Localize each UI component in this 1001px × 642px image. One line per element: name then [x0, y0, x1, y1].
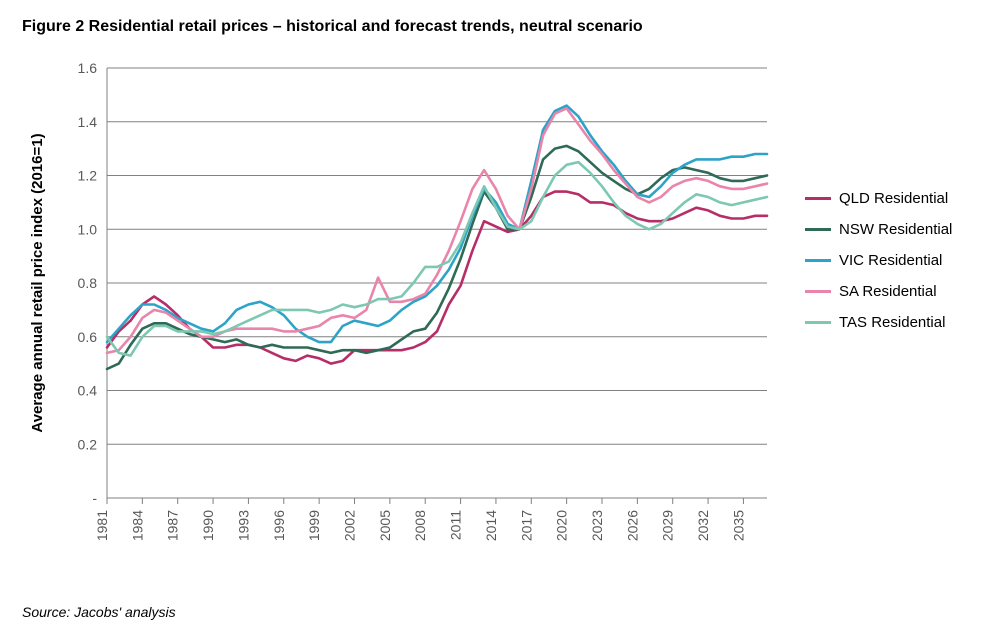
- x-tick-label: 2017: [518, 510, 534, 541]
- x-tick-label: 2020: [554, 510, 570, 541]
- y-tick-label: 1.2: [78, 168, 98, 184]
- legend-swatch: [805, 259, 831, 262]
- legend-swatch: [805, 197, 831, 200]
- y-tick-label: -: [92, 490, 97, 506]
- x-tick-label: 2023: [589, 510, 605, 541]
- y-tick-label: 1.0: [78, 221, 98, 237]
- x-tick-label: 2011: [448, 510, 464, 540]
- x-tick-label: 1996: [271, 510, 287, 541]
- x-tick-label: 1999: [306, 510, 322, 541]
- series-line-vic: [107, 106, 767, 343]
- x-tick-label: 2026: [624, 510, 640, 541]
- legend-label: SA Residential: [839, 283, 937, 300]
- legend-label: NSW Residential: [839, 221, 952, 238]
- y-tick-label: 0.4: [78, 383, 98, 399]
- x-tick-label: 1981: [94, 510, 110, 541]
- x-tick-label: 2035: [730, 510, 746, 541]
- chart-container: - 0.2 0.4 0.6 0.8 1.0 1.2 1.4 1.6 1981 1984 1987 199…: [22, 50, 979, 586]
- legend: QLD Residential NSW Residential VIC Reside…: [805, 190, 952, 345]
- legend-item-qld: QLD Residential: [805, 190, 952, 207]
- legend-item-sa: SA Residential: [805, 283, 952, 300]
- legend-swatch: [805, 290, 831, 293]
- source-note: Source: Jacobs' analysis: [22, 604, 979, 620]
- y-tick-label: 0.8: [78, 275, 98, 291]
- x-tick-label: 2014: [483, 510, 499, 541]
- y-tick-label: 0.2: [78, 436, 98, 452]
- y-tick-label: 1.4: [78, 114, 98, 130]
- legend-item-nsw: NSW Residential: [805, 221, 952, 238]
- x-tick-label: 1993: [235, 510, 251, 541]
- line-chart: - 0.2 0.4 0.6 0.8 1.0 1.2 1.4 1.6 1981 1984 1987 199…: [22, 50, 777, 586]
- legend-swatch: [805, 228, 831, 231]
- x-tick-label: 1984: [129, 510, 145, 541]
- y-tick-label: 1.6: [78, 60, 98, 76]
- legend-item-vic: VIC Residential: [805, 252, 952, 269]
- x-tick-label: 2032: [695, 510, 711, 541]
- x-tick-label: 2008: [412, 510, 428, 541]
- x-tick-label: 2005: [377, 510, 393, 541]
- y-axis-label: Average annual retail price index (2016=…: [29, 133, 46, 432]
- x-tick-label: 2029: [660, 510, 676, 541]
- y-tick-label: 0.6: [78, 329, 98, 345]
- x-tick-label: 2002: [342, 510, 358, 541]
- legend-swatch: [805, 321, 831, 324]
- x-tick-label: 1990: [200, 510, 216, 541]
- series-line-sa: [107, 108, 767, 353]
- legend-label: QLD Residential: [839, 190, 948, 207]
- legend-label: VIC Residential: [839, 252, 942, 269]
- legend-label: TAS Residential: [839, 314, 945, 331]
- figure-title: Figure 2 Residential retail prices – his…: [22, 18, 979, 36]
- x-tick-label: 1987: [165, 510, 181, 541]
- legend-item-tas: TAS Residential: [805, 314, 952, 331]
